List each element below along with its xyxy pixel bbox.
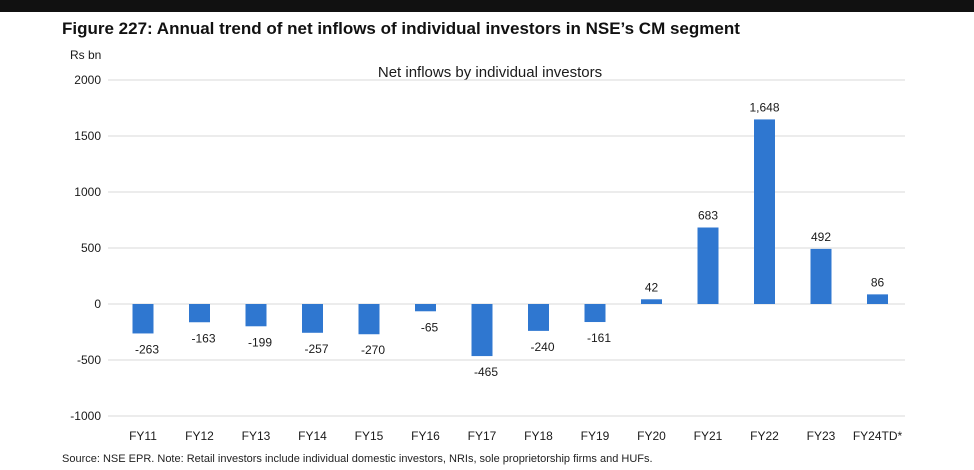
x-tick-label: FY20 [637,429,666,443]
y-tick-label: 2000 [74,73,101,87]
x-tick-label: FY18 [524,429,553,443]
bar [245,304,267,327]
x-tick-label: FY24TD* [853,429,903,443]
x-tick-label: FY21 [694,429,723,443]
data-label: -199 [248,335,272,349]
y-tick-label: 500 [81,241,101,255]
y-tick-label: 0 [94,297,101,311]
bar [754,119,775,304]
x-tick-label: FY12 [185,429,214,443]
data-label: -240 [530,340,554,354]
y-tick-label: 1000 [74,185,101,199]
bar [528,304,549,331]
y-tick-label: -1000 [70,409,101,423]
data-label: -161 [587,331,611,345]
x-tick-label: FY17 [468,429,497,443]
x-tick-label: FY23 [807,429,836,443]
data-label: 42 [645,280,659,294]
bar [471,304,493,357]
x-tick-label: FY11 [129,429,157,443]
y-tick-label: 1500 [74,129,101,143]
x-tick-label: FY22 [750,429,779,443]
data-label: 492 [811,230,831,244]
bar [132,304,154,334]
data-label: -257 [304,342,328,356]
bar [810,248,832,304]
x-tick-label: FY19 [581,429,610,443]
bar [697,227,719,304]
data-label: 1,648 [749,100,779,114]
bar [302,304,323,333]
bar [584,304,606,323]
data-label: -263 [135,342,159,356]
x-tick-label: FY16 [411,429,440,443]
bar [358,304,380,335]
x-tick-label: FY15 [355,429,384,443]
bar [415,304,436,312]
figure-title: Figure 227: Annual trend of net inflows … [62,19,740,38]
bar [189,304,210,323]
data-label: -163 [191,331,215,345]
source-note: Source: NSE EPR. Note: Retail investors … [62,453,653,465]
y-tick-label: -500 [77,353,101,367]
top-border [0,0,974,12]
data-label: 86 [871,275,885,289]
data-label: -465 [474,365,498,379]
data-label: -65 [421,320,439,334]
x-tick-label: FY13 [242,429,271,443]
x-tick-label: FY14 [298,429,327,443]
data-label: 683 [698,209,718,223]
bar [641,299,662,304]
y-axis-unit-label: Rs bn [70,48,101,62]
chart-title: Net inflows by individual investors [378,64,602,81]
bar [867,294,888,304]
data-label: -270 [361,343,385,357]
